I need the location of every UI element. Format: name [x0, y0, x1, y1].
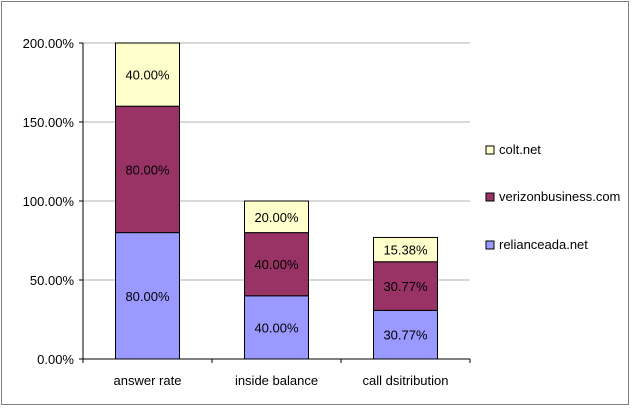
bar-segment	[115, 105, 180, 234]
y-tick-label: 200.00%	[23, 36, 75, 51]
bar-segment	[244, 232, 309, 297]
data-label: 40.00%	[254, 320, 299, 335]
data-label: 15.38%	[383, 243, 428, 258]
bar-segment	[244, 295, 309, 360]
data-label: 80.00%	[125, 162, 170, 177]
y-tick-label: 150.00%	[23, 115, 75, 130]
y-tick-label: 100.00%	[23, 194, 75, 209]
x-tick-label: answer rate	[114, 373, 182, 388]
x-tick-label: inside balance	[235, 373, 318, 388]
x-tick-label: call dsitribution	[363, 373, 449, 388]
y-tick-label: 0.00%	[37, 352, 74, 367]
data-label: 40.00%	[254, 257, 299, 272]
data-label: 40.00%	[125, 68, 170, 83]
legend-swatch	[485, 192, 495, 202]
bar-segment	[373, 236, 438, 263]
data-label: 30.77%	[383, 328, 428, 343]
bar-segment	[244, 200, 309, 234]
data-label: 30.77%	[383, 279, 428, 294]
data-label: 20.00%	[254, 210, 299, 225]
legend-swatch	[485, 240, 495, 250]
y-tick-label: 50.00%	[30, 273, 75, 288]
data-label: 80.00%	[125, 289, 170, 304]
legend-label: colt.net	[499, 142, 541, 157]
legend-label: relianceada.net	[499, 237, 588, 252]
bar-segment	[115, 42, 180, 107]
legend-swatch	[485, 145, 495, 155]
bar-segment	[373, 261, 438, 311]
legend-label: verizonbusiness.com	[499, 189, 620, 204]
bar-segment	[115, 232, 180, 360]
bar-segment	[373, 309, 438, 360]
